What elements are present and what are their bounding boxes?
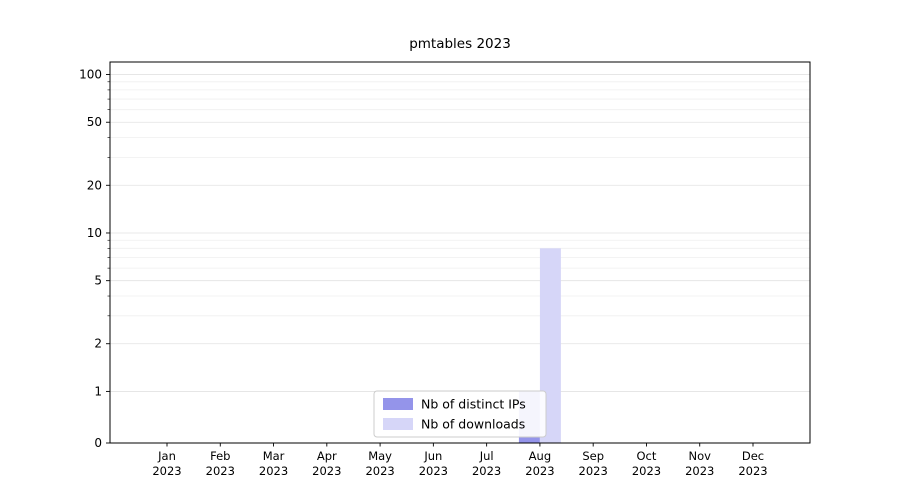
x-tick-label-year: 2023 xyxy=(365,464,394,478)
x-tick-label-year: 2023 xyxy=(738,464,767,478)
legend-swatch-nb-of-downloads xyxy=(383,418,413,430)
x-tick-label-month: Jan xyxy=(157,449,176,463)
x-tick-label-month: Feb xyxy=(210,449,230,463)
x-tick-label-month: Sep xyxy=(582,449,604,463)
y-tick-label: 50 xyxy=(87,115,102,129)
legend: Nb of distinct IPs Nb of downloads xyxy=(373,390,547,438)
x-tick-label-month: May xyxy=(368,449,392,463)
legend-label-nb-of-downloads: Nb of downloads xyxy=(421,417,525,432)
x-tick-label-month: Jun xyxy=(423,449,442,463)
x-tick-label-year: 2023 xyxy=(419,464,448,478)
y-tick-label: 100 xyxy=(79,68,102,82)
x-tick-label-month: Nov xyxy=(689,449,712,463)
x-tick-label-month: Dec xyxy=(742,449,764,463)
x-tick-label-year: 2023 xyxy=(632,464,661,478)
plot-area: 0125102050100Jan2023Feb2023Mar2023Apr202… xyxy=(79,61,811,478)
y-tick-label: 2 xyxy=(94,337,102,351)
x-tick-label-month: Oct xyxy=(637,449,657,463)
legend-swatch-nb-of-distinct-ips xyxy=(383,398,413,410)
x-tick-label-month: Aug xyxy=(529,449,551,463)
x-tick-label-year: 2023 xyxy=(312,464,341,478)
x-tick-label-year: 2023 xyxy=(579,464,608,478)
x-tick-label-year: 2023 xyxy=(152,464,181,478)
x-tick-label-year: 2023 xyxy=(685,464,714,478)
plot-border xyxy=(109,61,811,444)
y-tick-label: 5 xyxy=(94,274,102,288)
x-tick-label-month: Jul xyxy=(479,449,494,463)
y-tick-label: 10 xyxy=(87,226,102,240)
x-tick-label-month: Mar xyxy=(263,449,285,463)
legend-box xyxy=(373,390,547,438)
y-tick-label: 1 xyxy=(94,384,102,398)
legend-label-nb-of-distinct-ips: Nb of distinct IPs xyxy=(421,397,526,412)
x-tick-label-year: 2023 xyxy=(472,464,501,478)
x-tick-label-month: Apr xyxy=(317,449,337,463)
x-tick-label-year: 2023 xyxy=(259,464,288,478)
x-tick-label-year: 2023 xyxy=(525,464,554,478)
x-tick-label-year: 2023 xyxy=(206,464,235,478)
chart-title: pmtables 2023 xyxy=(409,36,511,52)
y-tick-label: 20 xyxy=(87,178,102,192)
y-tick-label: 0 xyxy=(94,436,102,450)
